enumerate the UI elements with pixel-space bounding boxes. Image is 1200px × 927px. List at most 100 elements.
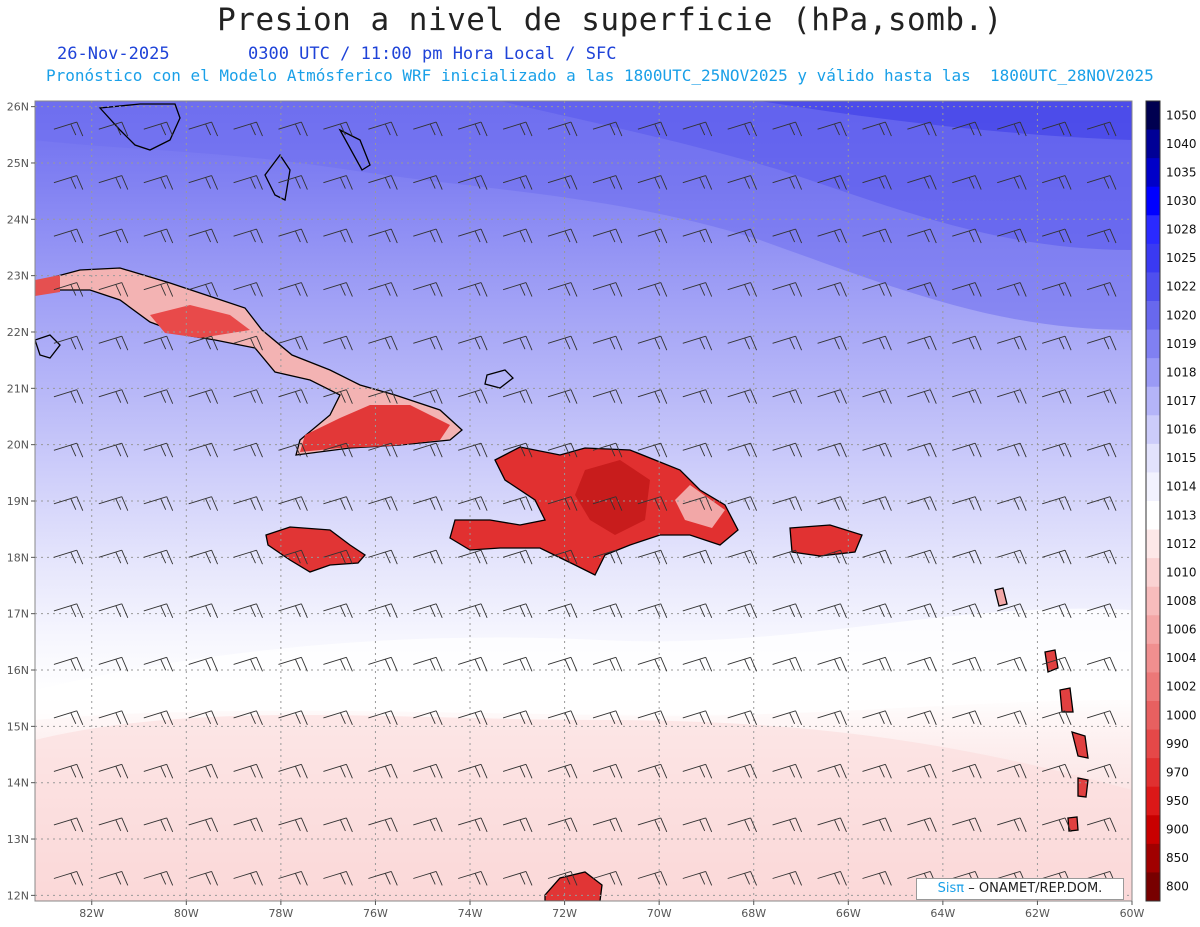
wind-barb (143, 282, 174, 297)
wind-barb (637, 763, 668, 779)
x-tick-label: 78W (268, 907, 293, 920)
wind-barb (458, 656, 488, 672)
wind-barb (188, 228, 219, 244)
y-tick-label: 21N (7, 382, 29, 395)
wind-barb (592, 870, 623, 886)
jamaica-island (265, 526, 366, 573)
wind-barb (323, 228, 353, 244)
wind-barb (817, 603, 847, 618)
wind-barb (817, 549, 847, 565)
wind-barb (727, 282, 758, 297)
wind-barb (907, 442, 937, 458)
wind-barb (592, 603, 623, 618)
colorbar-segment (1146, 529, 1160, 559)
colorbar-segment (1146, 786, 1160, 816)
wind-barb (1086, 496, 1117, 511)
wind-barb (547, 442, 578, 458)
wind-barb (727, 389, 758, 404)
wind-barb (997, 121, 1027, 137)
wind-barb (502, 228, 533, 244)
wind-barb (98, 121, 129, 137)
wind-barb (547, 389, 578, 404)
wind-barb (997, 389, 1027, 404)
wind-barb (188, 549, 219, 565)
wind-barb (772, 496, 803, 511)
wind-barb (862, 656, 892, 672)
wind-barb (502, 817, 533, 833)
wind-barb (502, 335, 533, 351)
colorbar-label: 1016 (1166, 423, 1197, 437)
wind-barb (413, 656, 443, 672)
wind-barb (1042, 817, 1072, 833)
wind-barb (143, 496, 174, 511)
y-tick-label: 13N (7, 833, 29, 846)
wind-barb (278, 228, 308, 244)
x-axis: 82W 80W 78W 76W 74W 72W 70W 68W 66W 64W 62W 60W (79, 901, 1145, 920)
wind-barb (413, 335, 443, 351)
wind-barb (682, 870, 713, 886)
high-pressure-max (760, 101, 1132, 140)
colorbar-label: 1012 (1166, 537, 1197, 551)
wind-barb (817, 389, 847, 404)
wind-barb (637, 335, 668, 351)
wind-barb (637, 175, 668, 190)
wind-barb (368, 549, 398, 565)
wind-barb (278, 282, 308, 297)
y-tick-label: 18N (7, 551, 29, 564)
colorbar-segment (1146, 758, 1160, 788)
wind-barb (547, 656, 578, 672)
wind-barb (952, 710, 982, 725)
colorbar-segment (1146, 329, 1160, 359)
wind-barb (907, 817, 937, 833)
wind-barb (862, 228, 892, 244)
y-tick-label: 12N (7, 889, 29, 902)
y-tick-label: 23N (7, 270, 29, 283)
x-tick-label: 70W (647, 907, 672, 920)
colorbar-segment (1146, 158, 1160, 188)
colorbar-segment (1146, 301, 1160, 331)
wind-barb (952, 603, 982, 618)
map-field (35, 101, 1132, 901)
wind-barb (862, 389, 892, 404)
wind-barb (458, 710, 488, 725)
wind-barb (188, 817, 219, 833)
wind-barb (952, 335, 982, 351)
martinique-island (1071, 731, 1089, 759)
wind-barb (233, 656, 263, 672)
dominica-island (1059, 687, 1074, 713)
wind-barb (188, 282, 219, 297)
model-info: Pronóstico con el Modelo Atmósferico WRF… (46, 66, 1154, 85)
wind-barb (997, 603, 1027, 618)
wind-barb (682, 763, 713, 779)
wind-barb (637, 442, 668, 458)
wind-barb (53, 549, 84, 565)
wind-barb (458, 442, 488, 458)
wind-barb (188, 335, 219, 351)
wind-barb (907, 763, 937, 779)
wind-barb (458, 817, 488, 833)
wind-barb (98, 603, 129, 618)
wind-barb (98, 175, 129, 190)
wind-barb (682, 549, 713, 565)
wind-barb (682, 496, 713, 511)
wind-barb (413, 710, 443, 725)
wind-barb (817, 121, 847, 137)
wind-barb (98, 389, 129, 404)
wind-barb (682, 175, 713, 190)
wind-barb (1086, 549, 1117, 565)
wind-barb (907, 121, 937, 137)
wind-barb (862, 870, 892, 886)
great-inagua-island (484, 369, 514, 389)
wind-barb (502, 763, 533, 779)
wind-barb (1042, 282, 1072, 297)
wind-barb (862, 175, 892, 190)
wind-barb (862, 121, 892, 137)
wind-barb (323, 282, 353, 297)
wind-barb (143, 175, 174, 190)
wind-barb (323, 335, 353, 351)
wind-barb (592, 656, 623, 672)
wind-barb (53, 817, 84, 833)
y-tick-label: 14N (7, 777, 29, 790)
wind-barb (772, 817, 803, 833)
wind-barb (98, 817, 129, 833)
